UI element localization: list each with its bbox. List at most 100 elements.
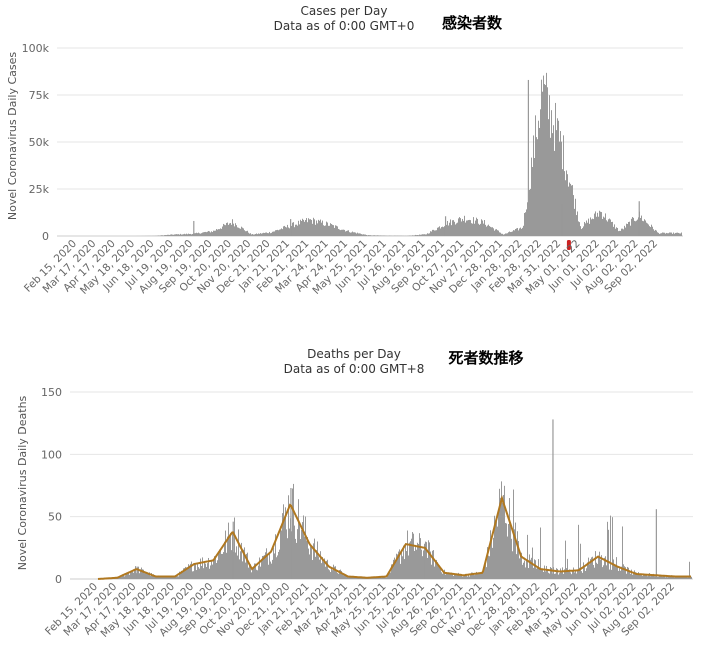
bar (196, 570, 197, 579)
peak-bar (290, 219, 291, 236)
bar (652, 227, 653, 236)
bar (390, 572, 391, 579)
bar (443, 227, 444, 236)
bar (632, 217, 633, 236)
bar (553, 125, 554, 236)
bar (188, 234, 189, 236)
bar (284, 520, 285, 579)
y-tick-label: 100k (22, 42, 50, 55)
bar (444, 226, 445, 236)
bar (490, 227, 491, 236)
bar (478, 224, 479, 236)
bar (246, 231, 247, 236)
bar (185, 234, 186, 236)
bar (530, 189, 531, 236)
bar (606, 565, 607, 579)
bar (488, 225, 489, 236)
y-tick-label: 100 (41, 448, 62, 461)
bar (434, 230, 435, 236)
bar (301, 221, 302, 236)
bar (576, 215, 577, 236)
bar (272, 232, 273, 236)
bar (274, 553, 275, 579)
bar (211, 561, 212, 579)
bar (469, 577, 470, 579)
bar (177, 234, 178, 236)
bar (230, 223, 231, 236)
bar (314, 539, 315, 579)
bar (598, 556, 599, 579)
bar (212, 565, 213, 579)
bar (416, 550, 417, 579)
bar (285, 227, 286, 236)
y-tick-label: 25k (29, 183, 50, 196)
bar (240, 229, 241, 236)
bar (222, 227, 223, 236)
bar (454, 222, 455, 236)
bar (235, 223, 236, 236)
bar (265, 233, 266, 236)
chart-subtitle: Data as of 0:00 GMT+0 (274, 19, 415, 33)
y-tick-label: 0 (55, 573, 62, 586)
bar (238, 529, 239, 579)
bar (630, 226, 631, 236)
bar (597, 564, 598, 579)
bar (555, 574, 556, 579)
bar (187, 234, 188, 236)
bar (598, 217, 599, 236)
bar (261, 234, 262, 236)
bar (594, 214, 595, 236)
bar (378, 235, 379, 236)
bar (343, 575, 344, 579)
bar (568, 187, 569, 236)
bar (193, 571, 194, 579)
bar (507, 537, 508, 579)
bar (506, 524, 507, 579)
bar (542, 92, 543, 236)
bar (515, 523, 516, 579)
bar (348, 230, 349, 236)
bar (423, 234, 424, 236)
bar (346, 231, 347, 236)
bar (266, 232, 267, 236)
bar (529, 190, 530, 236)
peak-bar (528, 80, 529, 236)
bar (591, 219, 592, 236)
bar (175, 234, 176, 236)
bar (601, 212, 602, 236)
bar (545, 571, 546, 579)
bar (500, 498, 501, 579)
bar (442, 227, 443, 236)
bar (380, 235, 381, 236)
bar (583, 226, 584, 236)
bar (519, 228, 520, 236)
bar (509, 498, 510, 579)
bar (359, 233, 360, 236)
bar (586, 221, 587, 236)
bar (458, 218, 459, 236)
bar (497, 527, 498, 579)
bar (230, 533, 231, 579)
bar (198, 233, 199, 236)
bar (227, 223, 228, 236)
peak-bar (193, 221, 194, 236)
bar (606, 220, 607, 236)
bar (327, 560, 328, 579)
bar (434, 567, 435, 579)
bar (657, 232, 658, 236)
bar (257, 570, 258, 579)
bar (368, 235, 369, 236)
bar (373, 235, 374, 236)
bar (422, 234, 423, 236)
bar (474, 575, 475, 579)
bar (647, 576, 648, 579)
bar (300, 220, 301, 236)
bar (579, 222, 580, 236)
bar (492, 227, 493, 236)
bar (576, 573, 577, 579)
bar (187, 568, 188, 579)
bar (360, 234, 361, 236)
bar (138, 567, 139, 579)
bar (191, 562, 192, 579)
bar (229, 536, 230, 579)
